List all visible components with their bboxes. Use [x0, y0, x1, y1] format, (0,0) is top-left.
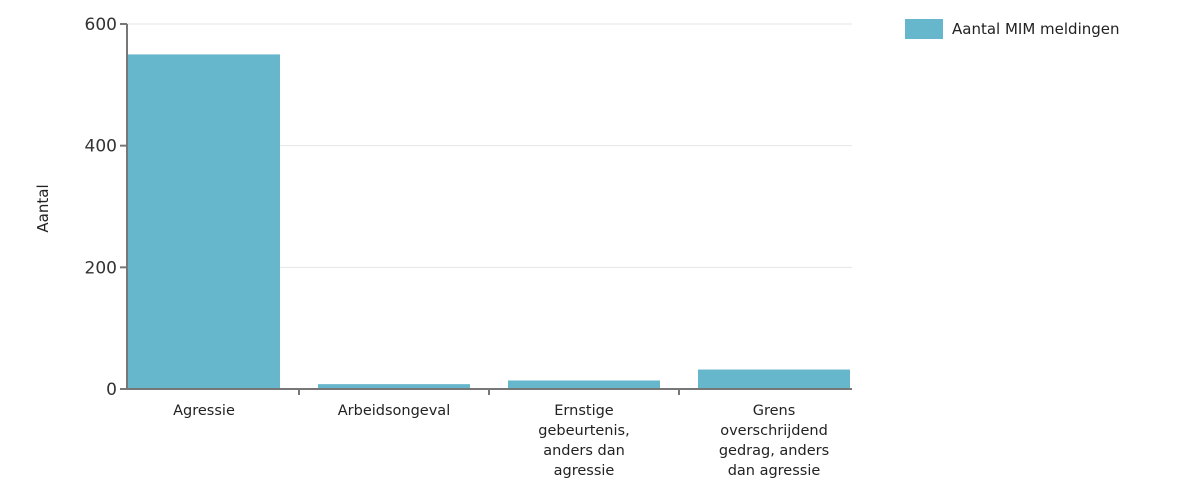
x-category-label-line: dan agressie: [728, 463, 821, 479]
legend: Aantal MIM meldingen: [905, 19, 1120, 39]
x-category-label: Arbeidsongeval: [338, 403, 450, 419]
x-category-label-line: Ernstige: [554, 403, 614, 419]
x-category-label-line: Grens: [753, 403, 796, 419]
x-category-label-line: agressie: [554, 463, 615, 479]
y-tick-labels: 0 200 400 600: [85, 15, 127, 400]
x-category-label-line: Agressie: [173, 403, 235, 419]
legend-label: Aantal MIM meldingen: [952, 20, 1120, 38]
x-category-label-line: gebeurtenis,: [538, 423, 629, 439]
x-category-label: Ernstige gebeurtenis, anders dan agressie: [538, 403, 629, 479]
bar: [698, 369, 850, 389]
x-category-label: Grens overschrijdend gedrag, anders dan agr…: [719, 403, 829, 479]
y-tick-label: 400: [85, 137, 117, 157]
x-category-labels: Agressie Arbeidsongeval Ernstige gebeurteni…: [173, 389, 829, 479]
bar: [318, 384, 470, 389]
x-category-label-line: anders dan: [543, 443, 625, 459]
x-category-label-line: gedrag, anders: [719, 443, 829, 459]
x-category-label-line: Arbeidsongeval: [338, 403, 450, 419]
x-category-label: Agressie: [173, 403, 235, 419]
bars: [128, 54, 850, 390]
bar: [508, 380, 660, 389]
y-tick-label: 0: [106, 380, 117, 400]
legend-swatch: [905, 19, 943, 39]
x-category-label-line: overschrijdend: [720, 423, 828, 439]
bar: [128, 54, 280, 390]
y-tick-label: 200: [85, 258, 117, 278]
y-axis-title: Aantal: [34, 184, 52, 232]
y-tick-label: 600: [85, 15, 117, 35]
